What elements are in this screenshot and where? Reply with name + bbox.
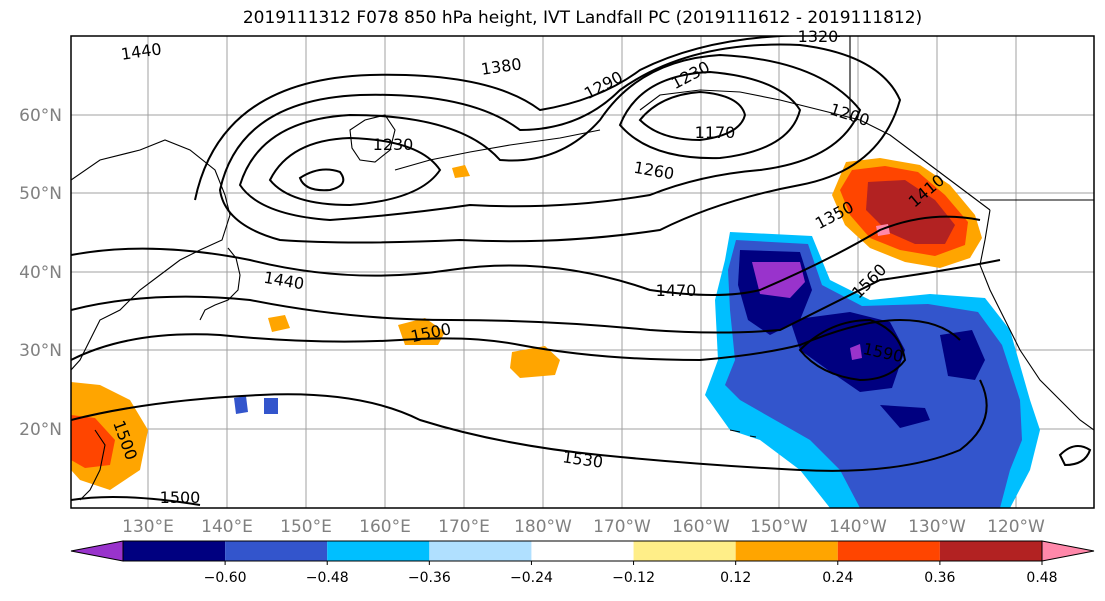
lat-label: 50°N — [19, 184, 62, 204]
ivt-positive-blob-4 — [268, 315, 290, 332]
lat-label: 60°N — [19, 106, 62, 126]
ivt-negative-min-2 — [850, 344, 862, 360]
lon-label: 160°E — [359, 517, 411, 537]
colorbar-tick-label: −0.12 — [612, 570, 655, 586]
colorbar-tick-label: 0.24 — [822, 570, 853, 586]
colorbar-tick-label: 0.48 — [1026, 570, 1057, 586]
ivt-negative-min — [752, 262, 805, 298]
lat-label: 20°N — [19, 420, 62, 440]
svg-text:1320: 1320 — [798, 27, 839, 46]
colorbar-segment — [531, 541, 634, 561]
ivt-positive-blob-5 — [452, 165, 470, 178]
colorbar-segment — [225, 541, 328, 561]
colorbar-segment — [633, 541, 736, 561]
lon-label: 150°W — [750, 517, 808, 537]
contour-label: 1320 — [798, 27, 839, 46]
japan-coast — [199, 247, 241, 321]
contour-label: 1500 — [160, 488, 201, 507]
colorbar-tick-label: −0.36 — [408, 570, 451, 586]
lon-label: 140°W — [829, 517, 887, 537]
contour-label: 1170 — [695, 123, 736, 142]
canada-border — [849, 36, 1094, 201]
colorbar-outline — [122, 540, 1043, 562]
lon-label: 130°W — [908, 517, 966, 537]
lon-label: 120°W — [987, 517, 1045, 537]
latitude-labels: 60°N 50°N 40°N 30°N 20°N — [19, 106, 62, 440]
lat-label: 30°N — [19, 341, 62, 361]
lon-label: 130°E — [122, 517, 174, 537]
coastlines — [71, 36, 1094, 501]
colorbar-extend-high — [1041, 540, 1095, 562]
lon-label: 140°E — [201, 517, 253, 537]
alaska-coast — [639, 89, 991, 211]
ivt-negative-blob-west — [234, 396, 248, 414]
contour-label: 1230 — [373, 135, 414, 154]
ivt-negative-dark-3 — [940, 330, 985, 380]
colorbar-tick-label: −0.24 — [510, 570, 553, 586]
svg-text:1170: 1170 — [695, 123, 736, 142]
north-america-coast — [979, 209, 1094, 431]
lon-label: 180°W — [514, 517, 572, 537]
colorbar-segment — [327, 541, 430, 561]
lon-label: 150°E — [280, 517, 332, 537]
lon-label: 170°W — [593, 517, 651, 537]
colorbar-tick-label: 0.12 — [720, 570, 751, 586]
colorbar-segment — [837, 541, 940, 561]
hawaii-islands — [729, 429, 757, 438]
map-title: 2019111312 F078 850 hPa height, IVT Land… — [242, 8, 923, 28]
colorbar-segment — [429, 541, 532, 561]
colorbar-segment — [735, 541, 838, 561]
ivt-negative-dark-4 — [880, 405, 930, 428]
longitude-labels: 130°E 140°E 150°E 160°E 170°E 180°W 170°W 160°W… — [122, 517, 1045, 537]
colorbar-extend-low — [70, 540, 124, 562]
kamchatka-coast — [349, 114, 396, 163]
philippines-coast — [79, 429, 106, 501]
colorbar-tick-label: −0.48 — [306, 570, 349, 586]
colorbar-segment — [939, 541, 1042, 561]
aleutian-chain — [394, 129, 601, 171]
svg-text:1500: 1500 — [160, 488, 201, 507]
height-contours — [71, 36, 1092, 506]
ivt-positive-blob-2 — [510, 346, 560, 378]
colorbar: −0.60 −0.48 −0.36 −0.24 −0.12 0.12 0.24 0.36 0.4… — [70, 540, 1095, 586]
ivt-positive-blob-west-core — [71, 415, 115, 468]
ivt-negative-dark-2 — [790, 312, 905, 392]
lat-label: 40°N — [19, 263, 62, 283]
asia-coast — [71, 139, 231, 371]
ivt-negative-blob-west-2 — [264, 398, 278, 414]
contour-label: 1470 — [656, 281, 697, 300]
lon-label: 160°W — [672, 517, 730, 537]
svg-text:1230: 1230 — [373, 135, 414, 154]
map-frame — [70, 35, 1095, 509]
colorbar-tick-label: 0.36 — [924, 570, 955, 586]
lon-label: 170°E — [438, 517, 490, 537]
colorbar-tick-label: −0.60 — [204, 570, 247, 586]
colorbar-segment — [123, 541, 226, 561]
svg-text:1470: 1470 — [656, 281, 697, 300]
